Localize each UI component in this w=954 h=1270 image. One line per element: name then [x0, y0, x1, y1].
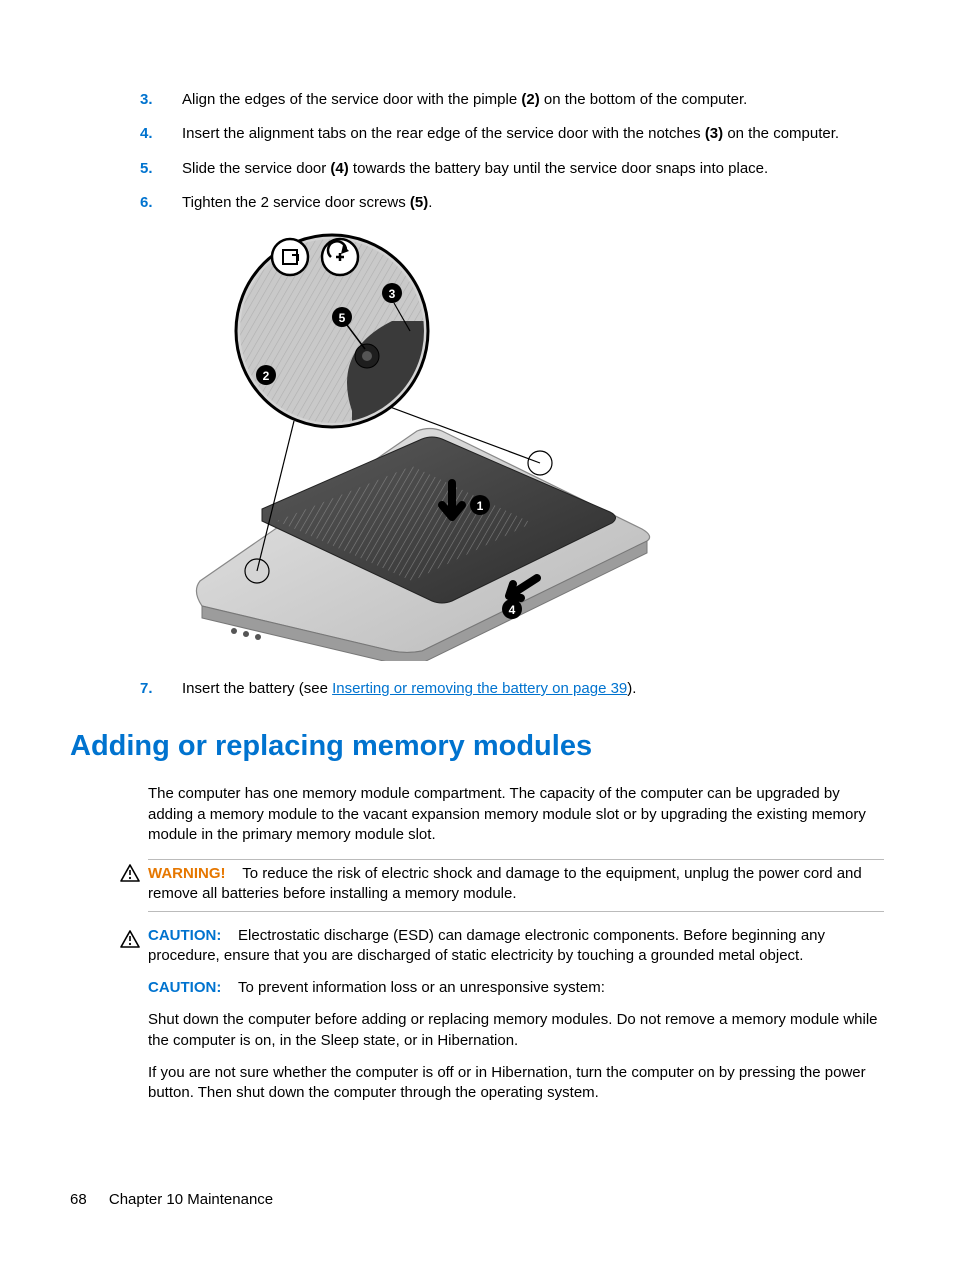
step-number: 6.: [140, 193, 182, 213]
step-3: 3. Align the edges of the service door w…: [140, 90, 884, 110]
svg-text:1: 1: [477, 499, 484, 513]
callout-5: 5: [332, 307, 352, 327]
warning-text: To reduce the risk of electric shock and…: [148, 865, 862, 902]
ordered-steps-continued: 7. Insert the battery (see Inserting or …: [140, 679, 884, 699]
caution-para-1: Shut down the computer before adding or …: [148, 1010, 884, 1051]
section-heading: Adding or replacing memory modules: [70, 727, 884, 766]
illustration-svg: 1 2 3 4 5: [182, 231, 652, 661]
svg-text:5: 5: [339, 311, 346, 325]
step-number: 4.: [140, 124, 182, 144]
step-number: 7.: [140, 679, 182, 699]
page-footer: 68 Chapter 10 Maintenance: [70, 1190, 273, 1210]
chapter-label: Chapter 10 Maintenance: [109, 1191, 273, 1208]
caution-lead: To prevent information loss or an unresp…: [238, 979, 605, 996]
svg-text:4: 4: [509, 603, 516, 617]
caution-para-2: If you are not sure whether the computer…: [148, 1063, 884, 1104]
callout-2: 2: [256, 365, 276, 385]
caution-triangle-icon: [120, 930, 140, 948]
warning-triangle-icon: [120, 864, 140, 882]
battery-link[interactable]: Inserting or removing the battery on pag…: [332, 680, 627, 697]
step-6: 6. Tighten the 2 service door screws (5)…: [140, 193, 884, 213]
callout-4: 4: [502, 599, 522, 619]
step-number: 5.: [140, 159, 182, 179]
caution-label-2: CAUTION:: [148, 979, 221, 996]
step-text: Slide the service door (4) towards the b…: [182, 159, 884, 179]
ordered-steps: 3. Align the edges of the service door w…: [140, 90, 884, 213]
svg-text:3: 3: [389, 287, 396, 301]
callout-1: 1: [470, 495, 490, 515]
caution-text: Electrostatic discharge (ESD) can damage…: [148, 927, 825, 964]
step-text: Tighten the 2 service door screws (5).: [182, 193, 884, 213]
caution-label: CAUTION:: [148, 927, 221, 944]
step-4: 4. Insert the alignment tabs on the rear…: [140, 124, 884, 144]
caution-box-1: CAUTION: Electrostatic discharge (ESD) c…: [148, 926, 884, 1104]
svg-text:2: 2: [263, 369, 270, 383]
warning-label: WARNING!: [148, 865, 226, 882]
step-text: Insert the alignment tabs on the rear ed…: [182, 124, 884, 144]
warning-box: WARNING! To reduce the risk of electric …: [148, 859, 884, 912]
service-door-illustration: 1 2 3 4 5: [182, 231, 652, 661]
intro-paragraph: The computer has one memory module compa…: [148, 784, 884, 845]
page-number: 68: [70, 1191, 87, 1208]
step-number: 3.: [140, 90, 182, 110]
callout-3: 3: [382, 283, 402, 303]
step-7: 7. Insert the battery (see Inserting or …: [140, 679, 884, 699]
step-text: Insert the battery (see Inserting or rem…: [182, 679, 884, 699]
step-5: 5. Slide the service door (4) towards th…: [140, 159, 884, 179]
step-text: Align the edges of the service door with…: [182, 90, 884, 110]
